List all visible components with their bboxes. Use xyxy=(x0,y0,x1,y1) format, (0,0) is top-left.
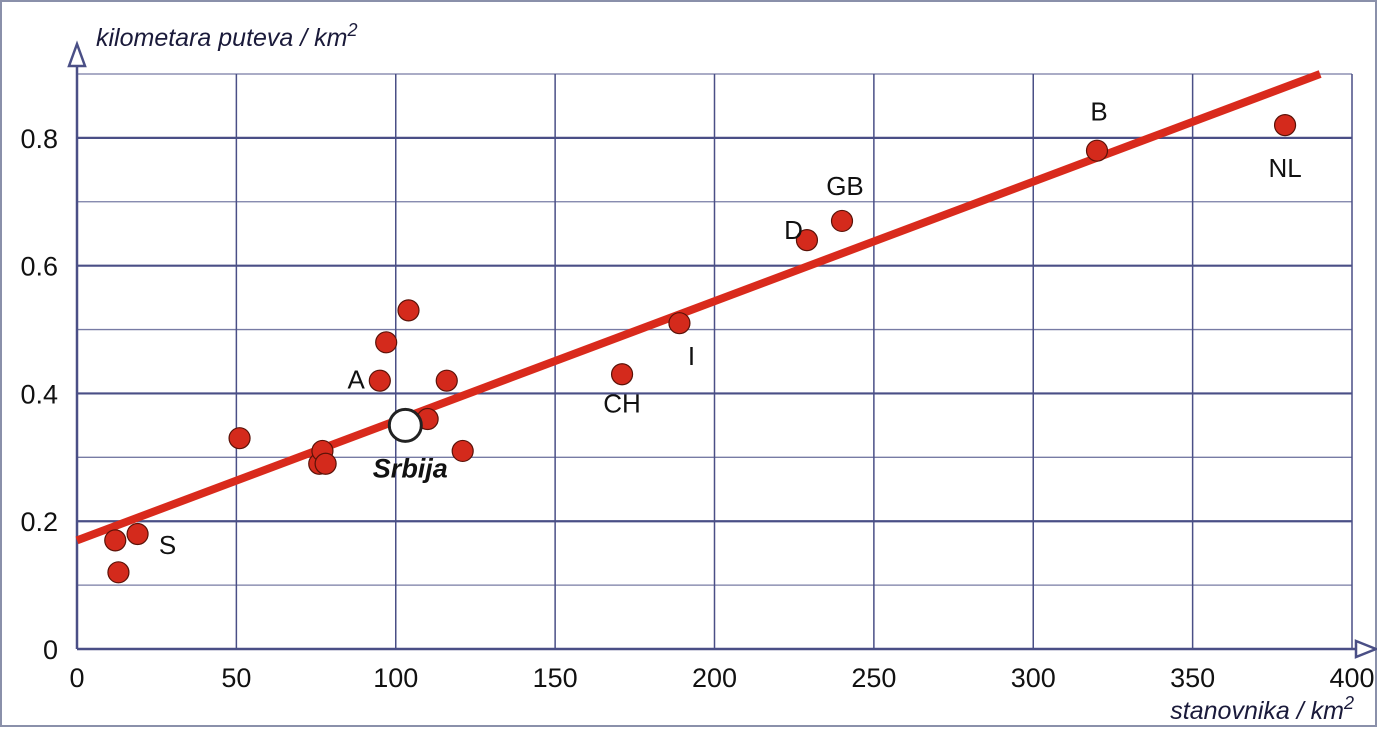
data-point xyxy=(1085,139,1109,162)
y-tick-label: 0.6 xyxy=(20,252,58,282)
point-label: A xyxy=(347,365,365,395)
data-point xyxy=(228,427,251,450)
data-point xyxy=(126,522,149,546)
trend-line xyxy=(75,70,1322,545)
point-label: GB xyxy=(826,171,864,201)
x-tick-label: 200 xyxy=(692,663,737,693)
highlight-label: Srbija xyxy=(373,453,448,483)
x-axis-title: stanovnika / km2 xyxy=(1170,693,1354,725)
x-tick-label: 0 xyxy=(69,663,84,693)
y-tick-label: 0.8 xyxy=(20,124,58,154)
point-label: CH xyxy=(603,388,641,418)
x-tick-label: 300 xyxy=(1011,663,1056,693)
point-label: I xyxy=(688,341,695,371)
data-point xyxy=(375,331,398,354)
data-point xyxy=(1273,114,1297,137)
data-points xyxy=(104,114,1297,584)
x-axis-title-superscript: 2 xyxy=(1343,693,1354,713)
data-point xyxy=(451,439,474,463)
data-point xyxy=(795,229,819,252)
x-tick-label: 150 xyxy=(533,663,578,693)
axis-titles: kilometara puteva / km2 stanovnika / km2 xyxy=(96,20,1354,725)
data-point xyxy=(435,369,458,392)
data-point xyxy=(368,369,391,392)
data-point xyxy=(668,312,691,335)
y-tick-label: 0 xyxy=(43,635,58,665)
point-label: S xyxy=(159,530,176,560)
grid xyxy=(77,73,1353,649)
data-point xyxy=(314,452,337,475)
data-point xyxy=(830,209,854,233)
data-point xyxy=(610,363,634,386)
trendline-group xyxy=(75,70,1322,545)
x-tick-label: 400 xyxy=(1329,663,1374,693)
x-tick-label: 50 xyxy=(221,663,251,693)
point-label: NL xyxy=(1268,153,1301,183)
x-tick-label: 250 xyxy=(851,663,896,693)
x-axis-arrow xyxy=(1354,639,1377,659)
point-label: B xyxy=(1090,97,1107,127)
y-tick-label: 0.4 xyxy=(20,379,58,409)
data-point xyxy=(104,529,127,552)
y-axis-title: kilometara puteva / km2 xyxy=(96,20,358,52)
data-point xyxy=(397,299,420,322)
highlight-point xyxy=(387,407,423,443)
data-point xyxy=(107,561,130,584)
y-axis-title-superscript: 2 xyxy=(347,20,358,40)
point-labels: S A CH I D GB B NL Srbija xyxy=(159,97,1302,560)
x-tick-label: 100 xyxy=(373,663,418,693)
y-axis-arrow xyxy=(67,40,87,68)
axes xyxy=(67,40,1377,659)
point-label: D xyxy=(784,215,803,245)
y-tick-label: 0.2 xyxy=(20,507,58,537)
x-tick-label: 350 xyxy=(1170,663,1215,693)
tick-labels: 0 50 100 150 200 250 300 350 400 0 0.2 0.4 0.6 0.8 xyxy=(20,124,1374,693)
